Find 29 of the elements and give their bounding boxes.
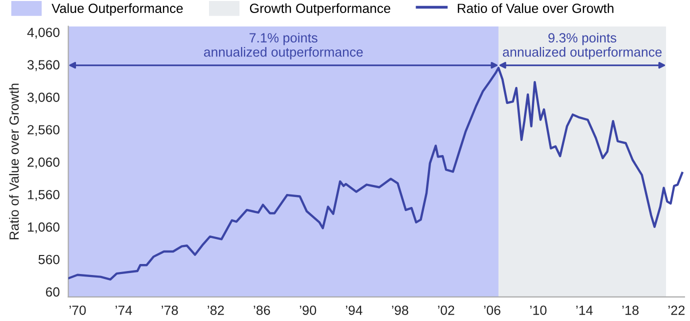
x-tick-label: ’98 (392, 306, 408, 315)
x-tick-label: ’06 (484, 306, 500, 315)
y-tick-label: 2,060 (28, 158, 60, 168)
y-tick-label: 1,560 (28, 190, 60, 201)
x-tick-label: ’22 (668, 306, 685, 315)
y-tick-label: 1,060 (28, 222, 60, 234)
y-tick-label: 4,060 (27, 28, 60, 39)
y-tick-label: 3,060 (27, 92, 60, 104)
x-tick-label: ’82 (208, 306, 224, 315)
y-tick-label: 2,560 (28, 125, 60, 136)
y-tick-label: 3,560 (27, 60, 60, 72)
x-tick-label: ’78 (162, 306, 178, 315)
annotation: 7.1% points annualized outperformance (204, 32, 363, 60)
legend-label: Growth Outperformance (250, 3, 390, 16)
legend-label: Ratio of Value over Growth (458, 3, 614, 14)
x-tick-label: ’02 (438, 306, 454, 315)
y-tick-label: 60 (46, 287, 60, 297)
x-tick-label: ’90 (300, 306, 316, 315)
x-tick-label: ’94 (346, 306, 362, 315)
legend-label: Value Outperformance (52, 3, 183, 16)
x-tick-label: ’10 (530, 306, 546, 315)
x-tick-label: ’18 (622, 306, 639, 315)
x-tick-label: ’74 (116, 306, 132, 315)
x-tick-label: ’14 (576, 306, 593, 315)
y-tick-label: 560 (38, 254, 60, 264)
x-tick-label: ’86 (254, 306, 270, 315)
y-axis-title: Ratio of Value over Growth (9, 84, 19, 240)
x-tick-label: ’70 (70, 306, 86, 315)
annotation: 9.3% points annualized outperformance (502, 32, 662, 60)
